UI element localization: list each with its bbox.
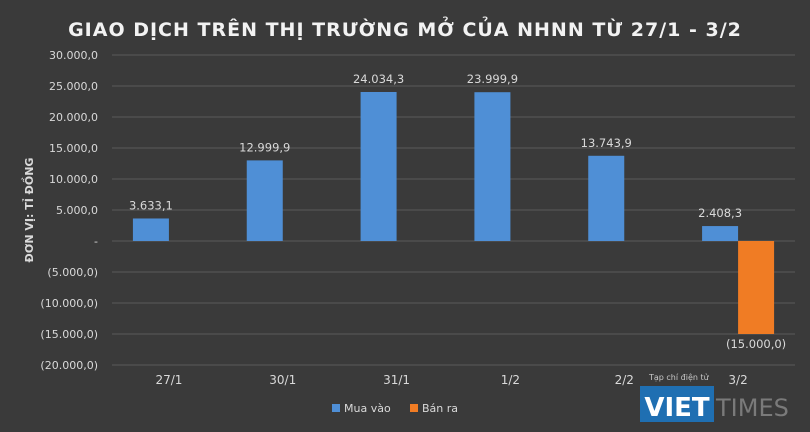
bar-mua-vào [474,92,511,241]
y-axis-label: ĐƠN VỊ: TỈ ĐỒNG [21,158,36,263]
data-label: 13.743,9 [581,136,632,150]
data-label: 2.408,3 [698,206,742,220]
x-tick-label: 27/1 [155,373,182,387]
y-tick-label: 5.000,0 [56,204,98,217]
y-tick-label: (10.000,0) [40,297,98,310]
chart-title: GIAO DỊCH TRÊN THỊ TRƯỜNG MỞ CỦA NHNN TỪ… [68,16,742,41]
y-tick-label: (20.000,0) [40,359,98,372]
bar-bán-ra [738,241,775,334]
watermark-viet: VIET [644,393,710,423]
watermark-caption: Tạp chí điện tử [648,372,710,383]
bar-mua-vào [360,91,397,242]
y-tick-label: 20.000,0 [49,111,98,124]
bar-mua-vào [132,218,169,241]
x-tick-label: 1/2 [501,373,520,387]
legend: Mua vào Bán ra [332,402,458,415]
viettimes-watermark: Tạp chí điện tử VIET TIMES [640,372,789,423]
data-label: 3.633,1 [129,198,173,212]
legend-swatch [410,404,418,412]
y-tick-label: 30.000,0 [49,49,98,62]
legend-swatch [332,404,340,412]
y-tick-label: (5.000,0) [47,266,98,279]
gridlines [112,54,795,366]
bar-mua-vào [702,226,739,241]
x-axis-ticks: 27/1 30/1 31/1 1/2 2/2 3/2 [155,373,747,387]
y-tick-label: (15.000,0) [40,328,98,341]
bars [132,91,775,334]
watermark-viet-box [640,386,714,422]
bar-mua-vào [246,160,283,241]
data-label: 24.034,3 [353,72,404,86]
data-labels: 3.633,1 12.999,9 24.034,3 23.999,9 13.743,9 2… [129,72,786,351]
legend-label: Mua vào [344,402,391,415]
y-tick-label: 25.000,0 [49,80,98,93]
data-label: (15.000,0) [726,337,786,351]
legend-label: Bán ra [422,402,458,415]
data-label: 23.999,9 [467,72,518,86]
y-tick-label: - [94,235,98,248]
x-tick-label: 31/1 [383,373,410,387]
y-tick-label: 10.000,0 [49,173,98,186]
watermark-times: TIMES [715,394,789,422]
data-label: 12.999,9 [239,140,290,154]
bar-mua-vào [588,155,625,241]
y-axis-ticks: 30.000,0 25.000,0 20.000,0 15.000,0 10.000,0… [40,49,98,372]
x-tick-label: 30/1 [269,373,296,387]
x-tick-label: 3/2 [728,373,747,387]
x-tick-label: 2/2 [615,373,634,387]
y-tick-label: 15.000,0 [49,142,98,155]
